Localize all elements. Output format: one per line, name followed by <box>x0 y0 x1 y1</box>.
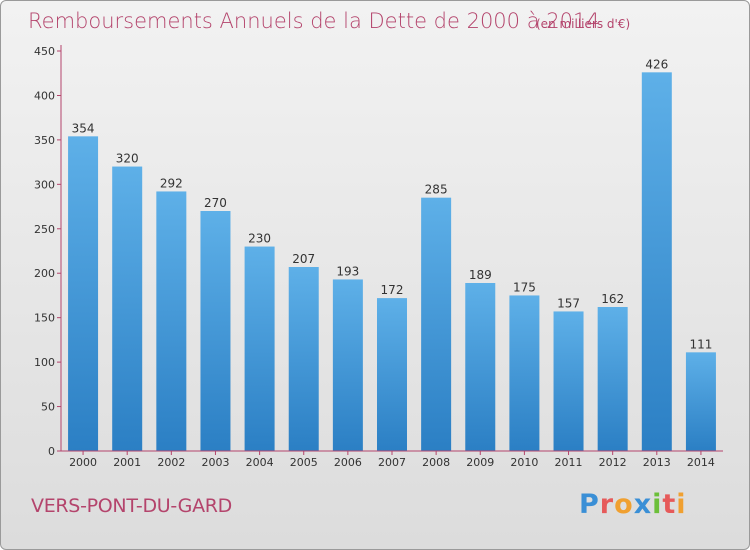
bar-2007 <box>377 298 407 451</box>
y-tick-label: 100 <box>34 356 55 369</box>
logo-letter: x <box>633 489 653 520</box>
y-tick-label: 400 <box>34 89 55 102</box>
x-tick-label-2013: 2013 <box>643 456 671 469</box>
bar-2012 <box>597 307 628 451</box>
y-tick-label: 300 <box>34 178 55 191</box>
x-tick-label-2003: 2003 <box>201 456 229 469</box>
data-label-2008: 285 <box>425 183 448 197</box>
x-tick-label-2008: 2008 <box>422 456 450 469</box>
data-label-2012: 162 <box>601 292 624 306</box>
bar-2006 <box>332 279 363 451</box>
y-tick-label: 350 <box>34 134 55 147</box>
x-tick-label-2010: 2010 <box>510 456 538 469</box>
bar-2014 <box>685 352 716 451</box>
y-tick-label: 450 <box>34 45 55 58</box>
x-tick-label-2009: 2009 <box>466 456 494 469</box>
bar-2002 <box>156 191 187 451</box>
x-tick-label-2006: 2006 <box>334 456 362 469</box>
data-label-2001: 320 <box>116 152 139 166</box>
data-label-2014: 111 <box>689 337 712 351</box>
data-label-2006: 193 <box>336 264 359 278</box>
y-tick-label: 0 <box>48 445 55 458</box>
x-tick-label-2002: 2002 <box>157 456 185 469</box>
data-label-2002: 292 <box>160 176 183 190</box>
bar-2003 <box>200 211 231 451</box>
bar-2011 <box>553 311 584 451</box>
bar-2005 <box>288 267 319 451</box>
commune-name: VERS-PONT-DU-GARD <box>31 495 233 517</box>
y-tick-label: 250 <box>34 223 55 236</box>
y-tick-label: 150 <box>34 312 55 325</box>
bar-2000 <box>68 136 99 452</box>
x-tick-label-2005: 2005 <box>290 456 318 469</box>
proxiti-logo: Proxiti <box>579 489 687 520</box>
bar-2004 <box>244 246 275 451</box>
bar-2013 <box>641 72 672 451</box>
logo-letter: r <box>599 489 615 520</box>
bar-2009 <box>465 283 496 451</box>
bar-2010 <box>509 295 540 451</box>
y-tick-label: 200 <box>34 267 55 280</box>
data-label-2000: 354 <box>72 121 95 135</box>
data-label-2005: 207 <box>292 252 315 266</box>
logo-letter: P <box>579 489 600 520</box>
logo-letter: i <box>676 489 687 520</box>
data-label-2011: 157 <box>557 296 580 310</box>
chart-title: Remboursements Annuels de la Dette de 20… <box>28 9 600 33</box>
x-tick-label-2014: 2014 <box>687 456 715 469</box>
data-label-2007: 172 <box>381 283 404 297</box>
x-tick-label-2012: 2012 <box>599 456 627 469</box>
x-tick-label-2004: 2004 <box>246 456 274 469</box>
data-label-2003: 270 <box>204 196 227 210</box>
logo-letter: o <box>614 489 634 520</box>
x-tick-label-2007: 2007 <box>378 456 406 469</box>
chart-subtitle: (en milliers d'€) <box>536 17 630 31</box>
x-tick-label-2011: 2011 <box>555 456 583 469</box>
logo-letter: i <box>652 489 663 520</box>
data-label-2009: 189 <box>469 268 492 282</box>
x-tick-label-2000: 2000 <box>69 456 97 469</box>
logo-letter: t <box>662 489 677 520</box>
data-label-2013: 426 <box>645 57 668 71</box>
bar-2001 <box>112 166 143 452</box>
data-label-2004: 230 <box>248 232 271 246</box>
x-tick-label-2001: 2001 <box>113 456 141 469</box>
bar-2008 <box>421 197 452 451</box>
data-label-2010: 175 <box>513 280 536 294</box>
y-tick-label: 50 <box>41 401 55 414</box>
